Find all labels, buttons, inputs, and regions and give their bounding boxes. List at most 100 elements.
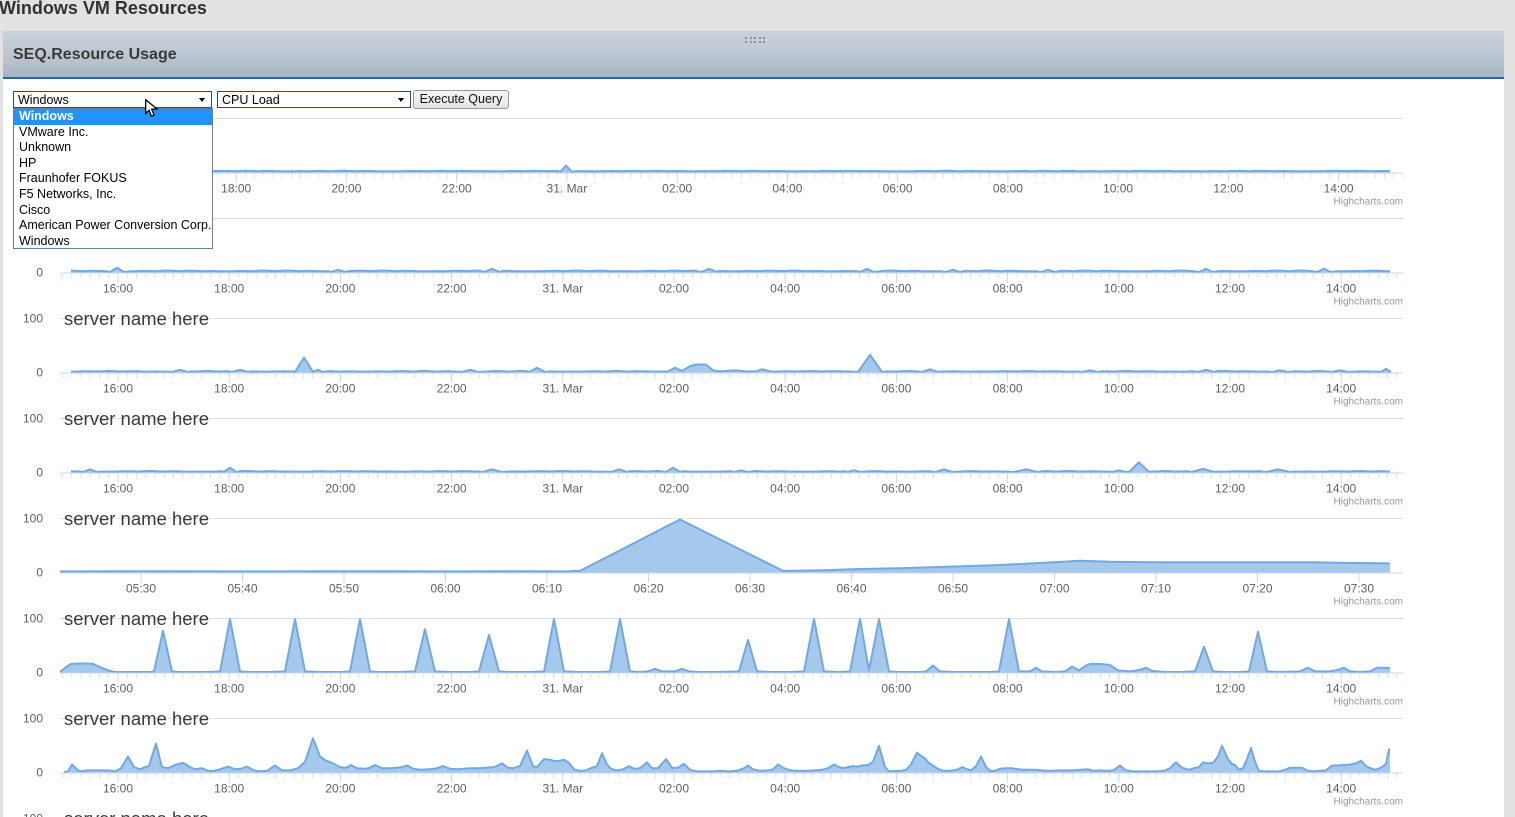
svg-text:08:00: 08:00: [993, 782, 1023, 796]
svg-text:08:00: 08:00: [993, 382, 1023, 396]
svg-text:12:00: 12:00: [1215, 382, 1245, 396]
svg-text:20:00: 20:00: [325, 282, 355, 296]
svg-text:14:00: 14:00: [1326, 482, 1356, 496]
svg-text:100: 100: [23, 412, 43, 426]
svg-text:07:30: 07:30: [1344, 582, 1374, 596]
svg-text:0: 0: [36, 466, 43, 480]
svg-text:100: 100: [23, 312, 43, 326]
svg-text:06:30: 06:30: [735, 582, 765, 596]
svg-text:server name here: server name here: [64, 308, 209, 329]
svg-text:12:00: 12:00: [1215, 482, 1245, 496]
svg-text:10:00: 10:00: [1104, 382, 1134, 396]
svg-text:31. Mar: 31. Mar: [542, 282, 583, 296]
svg-text:07:10: 07:10: [1141, 582, 1171, 596]
svg-text:06:00: 06:00: [881, 682, 911, 696]
svg-text:14:00: 14:00: [1326, 782, 1356, 796]
svg-text:Highcharts.com: Highcharts.com: [1334, 697, 1403, 708]
svg-text:02:00: 02:00: [662, 182, 692, 196]
svg-text:18:00: 18:00: [214, 482, 244, 496]
svg-text:18:00: 18:00: [214, 782, 244, 796]
svg-text:server name here: server name here: [64, 508, 209, 529]
svg-text:22:00: 22:00: [437, 282, 467, 296]
svg-text:04:00: 04:00: [770, 682, 800, 696]
svg-text:0: 0: [36, 566, 43, 580]
svg-text:07:20: 07:20: [1242, 582, 1272, 596]
svg-text:22:00: 22:00: [437, 382, 467, 396]
svg-text:16:00: 16:00: [103, 782, 133, 796]
svg-text:20:00: 20:00: [331, 182, 361, 196]
svg-text:Highcharts.com: Highcharts.com: [1334, 297, 1403, 308]
svg-text:10:00: 10:00: [1104, 782, 1134, 796]
svg-text:12:00: 12:00: [1215, 782, 1245, 796]
svg-text:04:00: 04:00: [770, 382, 800, 396]
svg-text:02:00: 02:00: [659, 282, 689, 296]
svg-text:100: 100: [23, 712, 43, 726]
svg-text:07:00: 07:00: [1039, 582, 1069, 596]
svg-text:31. Mar: 31. Mar: [542, 782, 583, 796]
svg-text:06:00: 06:00: [881, 282, 911, 296]
svg-text:31. Mar: 31. Mar: [542, 682, 583, 696]
svg-text:05:30: 05:30: [126, 582, 156, 596]
svg-text:14:00: 14:00: [1324, 182, 1354, 196]
svg-text:16:00: 16:00: [103, 382, 133, 396]
svg-text:08:00: 08:00: [993, 682, 1023, 696]
svg-text:06:00: 06:00: [881, 382, 911, 396]
svg-text:04:00: 04:00: [770, 282, 800, 296]
svg-text:18:00: 18:00: [214, 282, 244, 296]
svg-text:16:00: 16:00: [103, 282, 133, 296]
svg-text:06:50: 06:50: [938, 582, 968, 596]
svg-text:Highcharts.com: Highcharts.com: [1334, 797, 1403, 808]
svg-text:12:00: 12:00: [1215, 682, 1245, 696]
svg-text:10:00: 10:00: [1103, 182, 1133, 196]
svg-text:100: 100: [23, 612, 43, 626]
svg-text:02:00: 02:00: [659, 382, 689, 396]
svg-text:06:40: 06:40: [836, 582, 866, 596]
svg-text:22:00: 22:00: [437, 482, 467, 496]
svg-text:12:00: 12:00: [1215, 282, 1245, 296]
svg-text:Highcharts.com: Highcharts.com: [1334, 197, 1403, 208]
svg-text:0: 0: [36, 266, 43, 280]
svg-text:10:00: 10:00: [1104, 482, 1134, 496]
svg-text:04:00: 04:00: [772, 182, 802, 196]
svg-text:02:00: 02:00: [659, 482, 689, 496]
svg-text:server name here: server name here: [64, 708, 209, 729]
svg-text:100: 100: [23, 812, 43, 817]
svg-text:18:00: 18:00: [214, 682, 244, 696]
svg-text:31. Mar: 31. Mar: [547, 182, 588, 196]
svg-text:20:00: 20:00: [325, 382, 355, 396]
svg-text:14:00: 14:00: [1326, 282, 1356, 296]
svg-text:04:00: 04:00: [770, 782, 800, 796]
svg-text:06:00: 06:00: [881, 482, 911, 496]
svg-text:31. Mar: 31. Mar: [542, 482, 583, 496]
svg-text:server name here: server name here: [64, 608, 209, 629]
svg-text:08:00: 08:00: [993, 282, 1023, 296]
svg-text:18:00: 18:00: [221, 182, 251, 196]
svg-text:10:00: 10:00: [1104, 682, 1134, 696]
svg-text:02:00: 02:00: [659, 682, 689, 696]
svg-text:12:00: 12:00: [1213, 182, 1243, 196]
svg-text:22:00: 22:00: [437, 682, 467, 696]
svg-text:31. Mar: 31. Mar: [542, 382, 583, 396]
svg-text:18:00: 18:00: [214, 382, 244, 396]
svg-text:22:00: 22:00: [442, 182, 472, 196]
svg-text:02:00: 02:00: [659, 782, 689, 796]
svg-text:20:00: 20:00: [325, 482, 355, 496]
svg-text:05:50: 05:50: [329, 582, 359, 596]
svg-text:server name here: server name here: [64, 808, 209, 817]
svg-text:20:00: 20:00: [325, 682, 355, 696]
svg-text:Highcharts.com: Highcharts.com: [1334, 597, 1403, 608]
svg-text:Highcharts.com: Highcharts.com: [1334, 497, 1403, 508]
svg-text:08:00: 08:00: [993, 482, 1023, 496]
svg-text:16:00: 16:00: [103, 682, 133, 696]
svg-text:Highcharts.com: Highcharts.com: [1334, 397, 1403, 408]
svg-text:06:20: 06:20: [633, 582, 663, 596]
svg-text:20:00: 20:00: [325, 782, 355, 796]
svg-text:06:00: 06:00: [430, 582, 460, 596]
svg-text:100: 100: [23, 512, 43, 526]
svg-text:server name here: server name here: [64, 408, 209, 429]
svg-text:06:10: 06:10: [532, 582, 562, 596]
svg-text:06:00: 06:00: [883, 182, 913, 196]
svg-text:16:00: 16:00: [103, 482, 133, 496]
svg-text:08:00: 08:00: [993, 182, 1023, 196]
svg-text:04:00: 04:00: [770, 482, 800, 496]
